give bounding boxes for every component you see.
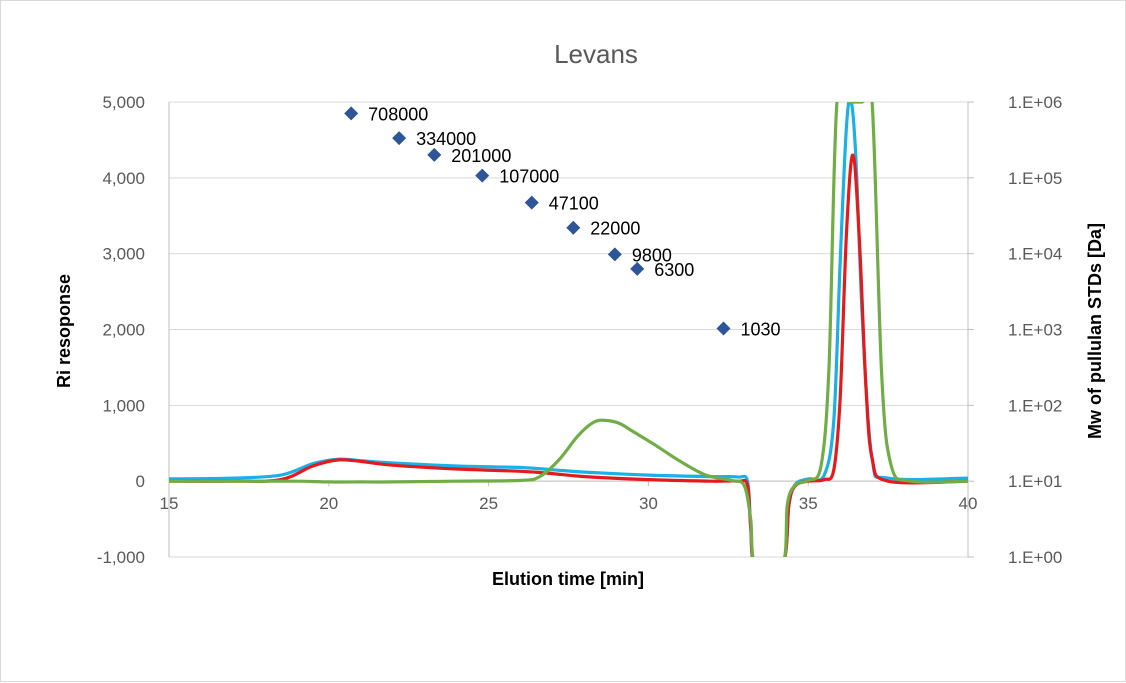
- y2-tick-label: 1.E+03: [1008, 321, 1062, 340]
- data-point: [524, 195, 539, 210]
- x-tick-label: 40: [959, 494, 978, 513]
- y2-tick-label: 1.E+00: [1008, 548, 1062, 567]
- y-tick-label: 0: [136, 472, 145, 491]
- chart-title: Levans: [554, 39, 638, 69]
- data-point: [392, 131, 407, 146]
- x-tick-label: 35: [799, 494, 818, 513]
- y-tick-label: 1,000: [102, 396, 145, 415]
- y-axis-title: Ri resoponse: [54, 274, 74, 388]
- x-tick-label: 15: [160, 494, 179, 513]
- data-label: 201000: [451, 146, 511, 166]
- gridlines: [169, 101, 968, 558]
- y2-axis-title: Mw of pullulan STDs [Da]: [1085, 223, 1105, 439]
- data-point: [716, 321, 731, 336]
- y-tick-label: -1,000: [97, 548, 145, 567]
- y-tick-label: 5,000: [102, 93, 145, 112]
- data-point: [630, 261, 645, 276]
- x-tick-label: 20: [319, 494, 338, 513]
- data-label: 1030: [741, 320, 781, 340]
- data-label: 9800: [632, 245, 672, 265]
- data-point: [566, 220, 581, 235]
- data-label: 107000: [499, 167, 559, 187]
- data-label: 708000: [368, 104, 428, 124]
- data-point: [427, 147, 442, 162]
- data-point: [344, 106, 359, 121]
- series-line-2: [169, 102, 968, 557]
- data-point: [475, 168, 490, 183]
- x-axis-title: Elution time [min]: [492, 569, 644, 589]
- data-label: 22000: [590, 219, 640, 239]
- data-label: 6300: [654, 260, 694, 280]
- y2-tick-label: 1.E+02: [1008, 396, 1062, 415]
- y2-tick-label: 1.E+04: [1008, 245, 1062, 264]
- y-tick-label: 3,000: [102, 245, 145, 264]
- tick-layer: -1,000 0 1,000 2,000 3,000 4,000 5,000 1.E+00 1.…: [97, 93, 1063, 567]
- y2-tick-label: 1.E+05: [1008, 169, 1062, 188]
- series-line-1: [169, 153, 968, 557]
- data-point: [607, 247, 622, 262]
- y-tick-label: 4,000: [102, 169, 145, 188]
- y-tick-label: 2,000: [102, 321, 145, 340]
- y2-tick-label: 1.E+01: [1008, 472, 1062, 491]
- y2-tick-label: 1.E+06: [1008, 93, 1062, 112]
- x-tick-label: 25: [479, 494, 498, 513]
- data-label: 334000: [416, 129, 476, 149]
- series-layer: [169, 102, 968, 557]
- data-label: 47100: [549, 194, 599, 214]
- series-line-0: [169, 102, 968, 557]
- x-tick-label: 30: [639, 494, 658, 513]
